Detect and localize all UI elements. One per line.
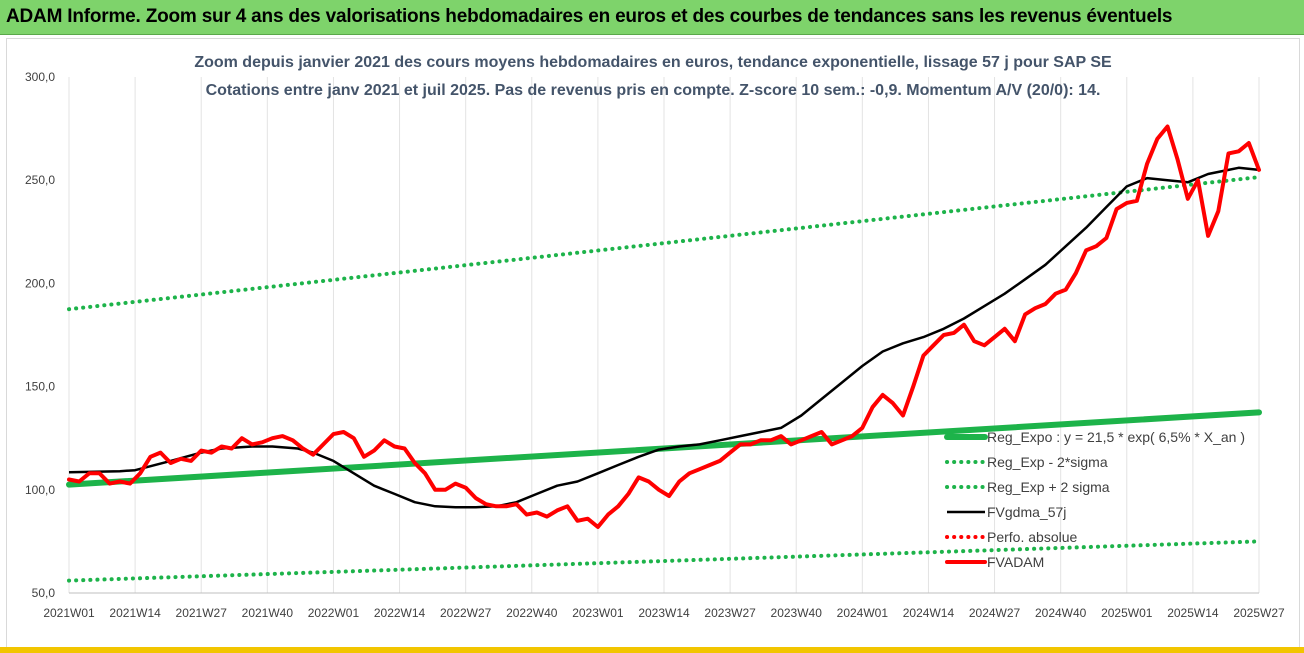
legend-label: FVADAM xyxy=(987,554,1044,570)
x-tick-labels: 2021W01 2021W14 2021W27 2021W40 2022W01 2022W… xyxy=(43,606,1285,620)
x-tick-label: 2021W01 xyxy=(43,606,95,620)
legend-label: Reg_Exp - 2*sigma xyxy=(987,454,1108,470)
x-tick-label: 2022W27 xyxy=(440,606,492,620)
y-tick-labels: 50,0 100,0 150,0 200,0 250,0 300,0 xyxy=(25,70,55,600)
chart-area: 50,0 100,0 150,0 200,0 250,0 300,0 2021W01 202… xyxy=(6,38,1300,651)
x-tick-label: 2024W01 xyxy=(837,606,889,620)
chart-title-line1: Zoom depuis janvier 2021 des cours moyen… xyxy=(194,54,1112,71)
x-tick-label: 2025W01 xyxy=(1101,606,1153,620)
report-title: ADAM Informe. Zoom sur 4 ans des valoris… xyxy=(6,6,1173,27)
report-banner: ADAM Informe. Zoom sur 4 ans des valoris… xyxy=(0,0,1304,35)
y-tick-label: 200,0 xyxy=(25,276,55,290)
chart-legend: Reg_Expo : y = 21,5 * exp( 6,5% * X_an )… xyxy=(944,429,1245,570)
vertical-grid xyxy=(68,77,1260,593)
y-tick-label: 150,0 xyxy=(25,380,55,394)
x-tick-label: 2023W27 xyxy=(704,606,756,620)
y-tick-label: 100,0 xyxy=(25,483,55,497)
x-tick-label: 2025W14 xyxy=(1167,606,1219,620)
series-group xyxy=(66,124,1262,583)
x-tick-label: 2024W14 xyxy=(903,606,955,620)
x-tick-label: 2021W40 xyxy=(242,606,294,620)
legend-label: Reg_Exp + 2 sigma xyxy=(987,479,1110,495)
series-line-fvadam xyxy=(67,124,1261,529)
x-tick-label: 2023W01 xyxy=(572,606,624,620)
legend-label: Reg_Expo : y = 21,5 * exp( 6,5% * X_an ) xyxy=(987,429,1245,445)
series-line-fvgdma-57j xyxy=(68,166,1260,509)
chart-title-line2: Cotations entre janv 2021 et juil 2025. … xyxy=(206,82,1101,99)
x-tick-label: 2022W14 xyxy=(374,606,426,620)
y-tick-label: 50,0 xyxy=(32,586,56,600)
y-tick-label: 250,0 xyxy=(25,173,55,187)
x-tick-label: 2022W01 xyxy=(308,606,360,620)
legend-label: Perfo. absolue xyxy=(987,529,1077,545)
legend-label: FVgdma_57j xyxy=(987,504,1066,520)
series-line-reg-exp-2-sigma xyxy=(67,539,1261,583)
y-tick-label: 300,0 xyxy=(25,70,55,84)
x-tick-label: 2024W40 xyxy=(1035,606,1087,620)
x-tick-label: 2023W14 xyxy=(638,606,690,620)
x-tick-label: 2025W27 xyxy=(1233,606,1285,620)
series-line-reg-exp-2-sigma xyxy=(67,175,1261,312)
bottom-accent-bar xyxy=(0,647,1304,653)
x-tick-label: 2023W40 xyxy=(771,606,823,620)
x-tick-label: 2022W40 xyxy=(506,606,558,620)
x-tick-label: 2021W14 xyxy=(109,606,161,620)
x-tick-label: 2024W27 xyxy=(969,606,1021,620)
x-tick-label: 2021W27 xyxy=(176,606,228,620)
